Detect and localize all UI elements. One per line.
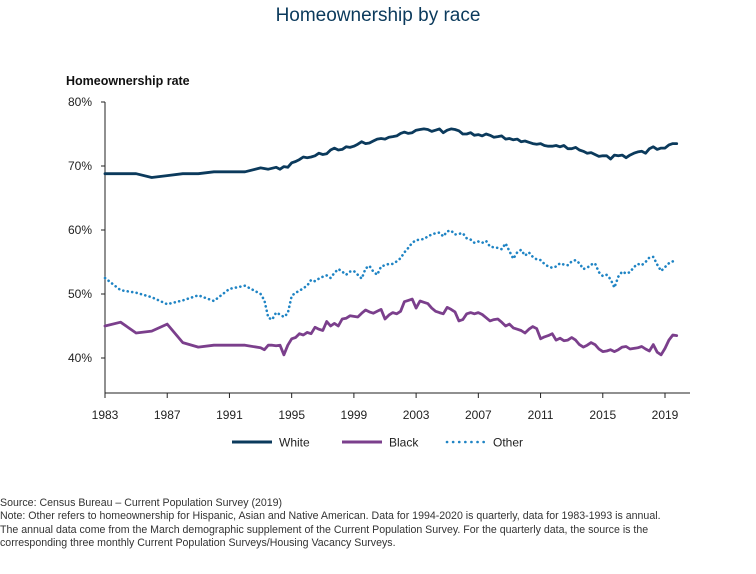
- y-axis-label: Homeownership rate: [66, 74, 190, 88]
- x-tick-label: 1995: [278, 408, 305, 422]
- chart-title: Homeownership by race: [275, 5, 481, 26]
- y-tick-label: 80%: [68, 95, 92, 109]
- x-tick-label: 1999: [341, 408, 368, 422]
- source-line-2: Note: Other refers to homeownership for …: [0, 510, 661, 523]
- x-tick-label: 2019: [652, 408, 679, 422]
- source-note: Source: Census Bureau – Current Populati…: [0, 497, 752, 550]
- source-line-3: The annual data come from the March demo…: [0, 523, 649, 536]
- legend-label-black: Black: [389, 436, 419, 450]
- x-tick-label: 2015: [589, 408, 616, 422]
- x-tick-label: 2011: [528, 408, 554, 422]
- y-tick-label: 70%: [68, 159, 92, 173]
- legend-label-other: Other: [493, 436, 523, 450]
- legend-label-white: White: [279, 436, 310, 450]
- y-tick-label: 50%: [68, 287, 92, 301]
- x-tick-label: 1987: [154, 408, 181, 422]
- series-line-black: [103, 297, 679, 357]
- x-tick-label: 2003: [403, 408, 430, 422]
- series-line-other: [103, 229, 678, 321]
- line-chart: Homeownership rate 40% 50% 60% 70% 80% 1983 198…: [66, 74, 690, 450]
- source-line-1: Source: Census Bureau – Current Populati…: [0, 497, 283, 509]
- x-tick-label: 2007: [465, 408, 492, 422]
- x-tick-label: 1983: [92, 408, 119, 422]
- y-tick-label: 60%: [68, 223, 92, 237]
- series-line-white: [103, 127, 679, 179]
- x-tick-label: 1991: [216, 408, 243, 422]
- source-line-4: corresponding three monthly Current Popu…: [0, 536, 396, 549]
- y-tick-label: 40%: [68, 351, 92, 365]
